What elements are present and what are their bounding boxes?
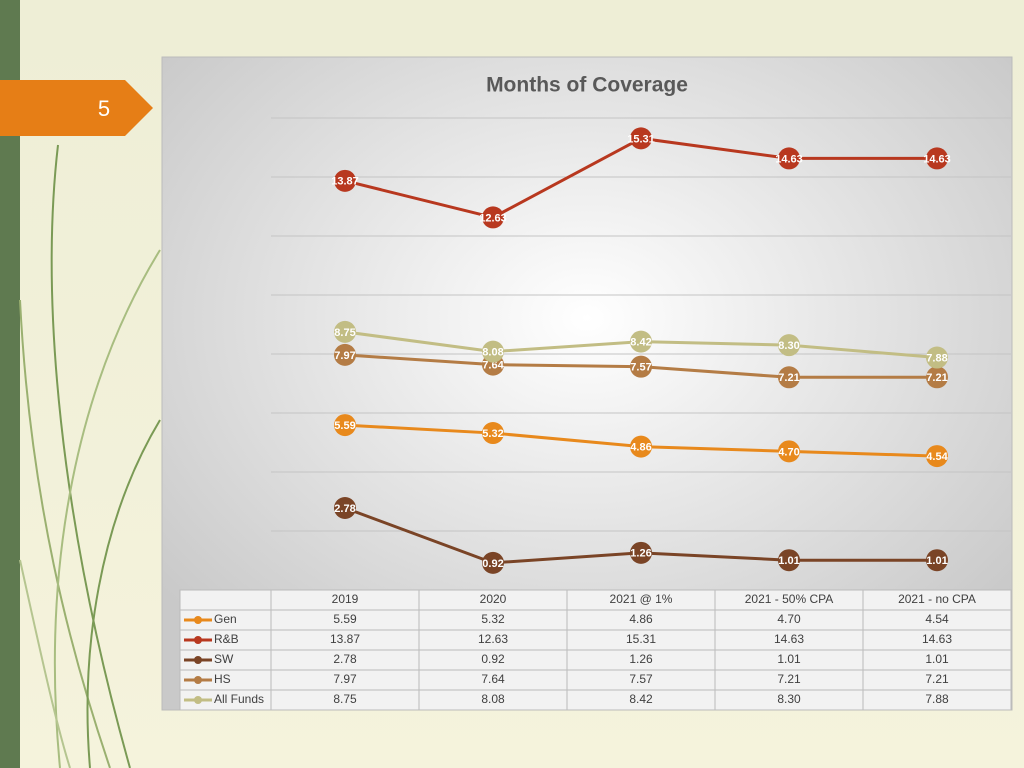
data-label: 8.42: [630, 337, 651, 349]
x-tick-label: 2021 - no CPA: [898, 592, 976, 606]
data-label: 1.01: [926, 555, 947, 567]
marker: [630, 355, 652, 378]
table-cell: 4.86: [629, 612, 653, 626]
table-cell: 1.26: [629, 652, 653, 666]
slide-number-tag: [0, 80, 153, 136]
legend-label: All Funds: [214, 692, 264, 706]
data-label: 14.63: [775, 153, 803, 165]
x-tick-label: 2020: [480, 592, 507, 606]
table-cell: 12.63: [478, 632, 508, 646]
data-label: 7.88: [926, 352, 947, 364]
table-cell: 4.54: [925, 612, 949, 626]
legend-marker: [194, 616, 202, 624]
legend-label: SW: [214, 652, 234, 666]
data-label: 2.78: [334, 503, 355, 515]
data-label: 7.57: [630, 362, 651, 374]
data-label: 8.75: [334, 327, 355, 339]
data-label: 7.21: [778, 372, 799, 384]
marker: [334, 169, 356, 192]
data-label: 5.32: [482, 428, 503, 440]
table-cell: 14.63: [922, 632, 952, 646]
data-label: 15.31: [627, 133, 655, 145]
x-tick-label: 2021 - 50% CPA: [745, 592, 834, 606]
marker: [630, 330, 652, 353]
data-label: 4.70: [778, 446, 799, 458]
marker: [778, 549, 800, 572]
marker: [334, 343, 356, 366]
data-label: 8.08: [482, 347, 503, 359]
legend-label: Gen: [214, 612, 237, 626]
marker: [778, 334, 800, 357]
table-cell: 15.31: [626, 632, 656, 646]
table-cell: 1.01: [777, 652, 801, 666]
slide-number: 5: [98, 96, 110, 121]
table-cell: 7.64: [481, 672, 505, 686]
marker: [482, 340, 504, 363]
marker: [630, 127, 652, 150]
x-tick-label: 2021 @ 1%: [610, 592, 673, 606]
marker: [482, 422, 504, 445]
legend-label: R&B: [214, 632, 239, 646]
table-cell: 0.92: [481, 652, 505, 666]
data-label: 1.26: [630, 548, 651, 560]
legend-marker: [194, 696, 202, 704]
data-label: 0.92: [482, 558, 503, 570]
legend-marker: [194, 636, 202, 644]
data-label: 4.54: [926, 451, 948, 463]
x-tick-label: 2019: [332, 592, 359, 606]
table-cell: 5.32: [481, 612, 505, 626]
side-bar: [0, 0, 20, 768]
legend-label: HS: [214, 672, 231, 686]
table-cell: 14.63: [774, 632, 804, 646]
data-label: 13.87: [331, 176, 359, 188]
marker: [630, 435, 652, 458]
legend-marker: [194, 676, 202, 684]
table-cell: 8.08: [481, 692, 505, 706]
data-label: 7.64: [482, 360, 504, 372]
marker: [334, 320, 356, 343]
marker: [630, 541, 652, 564]
chart-title: Months of Coverage: [486, 74, 688, 97]
data-label: 7.21: [926, 372, 947, 384]
legend-marker: [194, 656, 202, 664]
table-cell: 13.87: [330, 632, 360, 646]
table-cell: 7.21: [925, 672, 949, 686]
data-label: 12.63: [479, 212, 507, 224]
table-cell: 1.01: [925, 652, 949, 666]
marker: [926, 549, 948, 572]
data-label: 5.59: [334, 420, 355, 432]
table-cell: 2.78: [333, 652, 357, 666]
table-cell: 7.57: [629, 672, 653, 686]
marker: [778, 366, 800, 389]
marker: [926, 445, 948, 468]
table-cell: 8.75: [333, 692, 357, 706]
data-label: 14.63: [923, 153, 951, 165]
decoration: [19, 144, 161, 768]
table-cell: 5.59: [333, 612, 357, 626]
table-cell: 7.88: [925, 692, 949, 706]
marker: [778, 147, 800, 170]
data-label: 8.30: [778, 340, 799, 352]
table-cell: 7.97: [333, 672, 357, 686]
marker: [926, 147, 948, 170]
table-cell: 7.21: [777, 672, 801, 686]
data-label: 1.01: [778, 555, 799, 567]
data-label: 4.86: [630, 442, 651, 454]
data-label: 7.97: [334, 350, 355, 362]
table-cell: 4.70: [777, 612, 801, 626]
marker: [778, 440, 800, 463]
marker: [926, 366, 948, 389]
table-cell: 8.42: [629, 692, 653, 706]
marker: [926, 346, 948, 369]
marker: [334, 496, 356, 519]
table-cell: 8.30: [777, 692, 801, 706]
marker: [482, 206, 504, 229]
marker: [482, 551, 504, 574]
marker: [334, 414, 356, 437]
